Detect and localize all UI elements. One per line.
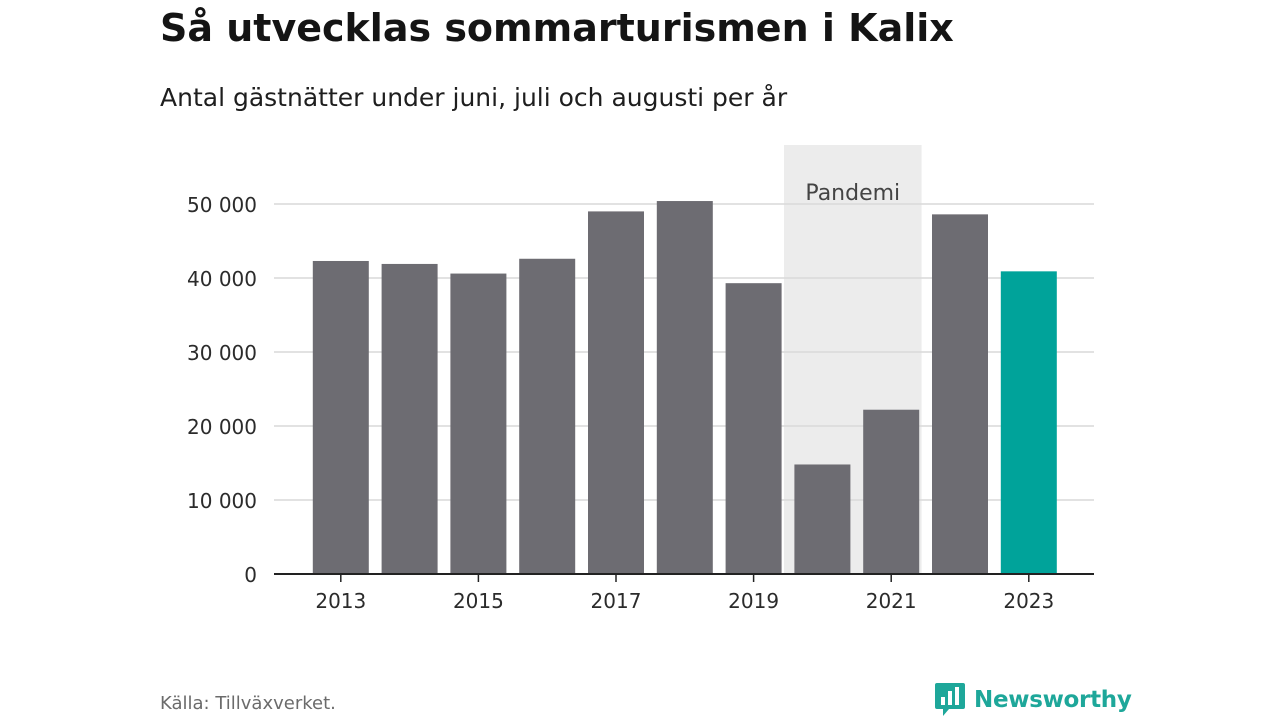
bar-2021: [863, 409, 920, 574]
y-tick-label: 0: [244, 563, 257, 587]
y-tick-label: 30 000: [187, 341, 257, 365]
x-tick-label: 2015: [453, 589, 504, 613]
bar-2020: [794, 464, 851, 574]
bar-2022: [932, 214, 988, 575]
y-tick-label: 20 000: [187, 415, 257, 439]
x-tick-label: 2017: [591, 589, 642, 613]
bar-chart: Pandemi 0 10 000 20 000 30 000 40 000 50 000 20…: [187, 145, 1094, 613]
x-tick-label: 2019: [728, 589, 779, 613]
bar-2013: [312, 260, 369, 574]
x-tick-label: 2023: [1003, 589, 1054, 613]
newsworthy-brand: Newsworthy: [934, 682, 1132, 718]
chart-subtitle: Antal gästnätter under juni, juli och au…: [160, 83, 788, 112]
bar-2017: [588, 211, 644, 574]
y-tick-label: 10 000: [187, 489, 257, 513]
bar-2014: [381, 263, 438, 574]
x-tick-label: 2013: [315, 589, 366, 613]
bar-2019: [725, 283, 782, 574]
brand-name: Newsworthy: [974, 687, 1132, 713]
x-tick-label: 2021: [866, 589, 917, 613]
bar-2015: [450, 273, 507, 574]
bar-2018: [656, 201, 713, 575]
chart-title: Så utvecklas sommarturismen i Kalix: [160, 6, 954, 50]
y-tick-label: 40 000: [187, 267, 257, 291]
source-note: Källa: Tillväxverket.: [160, 693, 336, 714]
pandemic-label: Pandemi: [805, 181, 900, 206]
y-tick-label: 50 000: [187, 193, 257, 217]
newsworthy-logo-icon: [935, 683, 965, 716]
bar-2023: [1000, 271, 1057, 574]
bar-2016: [519, 258, 576, 574]
